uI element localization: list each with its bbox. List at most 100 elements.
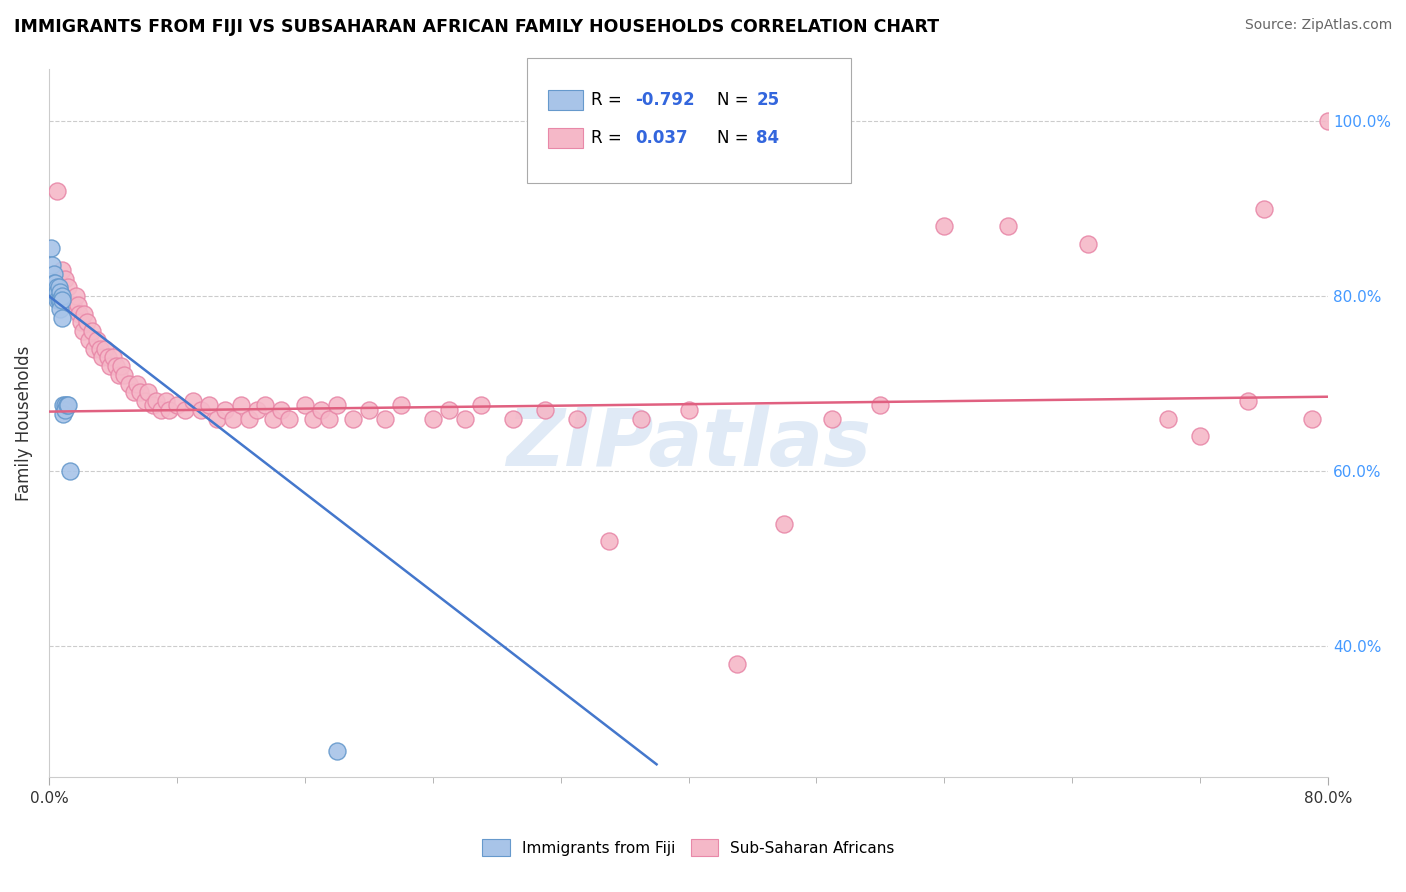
Point <box>678 402 700 417</box>
Point <box>44 276 66 290</box>
Point <box>326 399 349 413</box>
Point <box>1317 114 1340 128</box>
Point <box>66 298 89 312</box>
Point <box>630 411 652 425</box>
Point <box>149 402 172 417</box>
Point <box>565 411 588 425</box>
Text: N =: N = <box>717 91 754 109</box>
Point <box>934 219 956 233</box>
Point <box>997 219 1019 233</box>
Point <box>49 293 72 308</box>
Point <box>246 402 269 417</box>
Point <box>1157 411 1180 425</box>
Text: -0.792: -0.792 <box>636 91 695 109</box>
Point <box>598 534 620 549</box>
Point <box>52 399 75 413</box>
Point <box>101 351 124 365</box>
Point <box>51 289 73 303</box>
Text: R =: R = <box>591 91 627 109</box>
Y-axis label: Family Households: Family Households <box>15 345 32 500</box>
Point <box>125 376 148 391</box>
Point <box>301 411 323 425</box>
Text: R =: R = <box>591 129 627 147</box>
Text: 0.037: 0.037 <box>636 129 688 147</box>
Point <box>94 342 117 356</box>
Text: 84: 84 <box>756 129 779 147</box>
Point <box>342 411 364 425</box>
Point <box>65 289 87 303</box>
Point <box>277 411 299 425</box>
Point <box>238 411 260 425</box>
Point <box>82 324 104 338</box>
Point <box>142 399 165 413</box>
Point <box>309 402 332 417</box>
Point <box>108 368 131 382</box>
Point <box>155 394 177 409</box>
Point <box>62 298 84 312</box>
Point <box>389 399 412 413</box>
Legend: Immigrants from Fiji, Sub-Saharan Africans: Immigrants from Fiji, Sub-Saharan Africa… <box>477 833 901 862</box>
Point <box>51 262 73 277</box>
Point <box>105 359 128 373</box>
Point <box>39 241 62 255</box>
Point <box>110 359 132 373</box>
Text: Source: ZipAtlas.com: Source: ZipAtlas.com <box>1244 18 1392 32</box>
Point <box>67 307 90 321</box>
Text: IMMIGRANTS FROM FIJI VS SUBSAHARAN AFRICAN FAMILY HOUSEHOLDS CORRELATION CHART: IMMIGRANTS FROM FIJI VS SUBSAHARAN AFRIC… <box>14 18 939 36</box>
Point <box>181 394 204 409</box>
Point <box>112 368 135 382</box>
Point <box>51 293 73 308</box>
Point <box>205 411 228 425</box>
Text: ZIPatlas: ZIPatlas <box>506 405 872 483</box>
Point <box>49 285 72 299</box>
Point <box>725 657 748 671</box>
Point <box>129 385 152 400</box>
Point <box>270 402 292 417</box>
Point <box>53 402 76 417</box>
Point <box>77 333 100 347</box>
Point <box>214 402 236 417</box>
Point <box>502 411 524 425</box>
Point <box>73 307 96 321</box>
Point <box>46 184 69 198</box>
Point <box>55 399 77 413</box>
Point <box>374 411 396 425</box>
Point <box>89 342 111 356</box>
Point <box>48 293 70 308</box>
Point <box>83 342 105 356</box>
Point <box>46 285 69 299</box>
Point <box>41 259 63 273</box>
Point <box>318 411 340 425</box>
Point <box>773 516 796 531</box>
Point <box>326 744 349 758</box>
Point <box>48 280 70 294</box>
Point <box>90 351 112 365</box>
Point <box>56 280 79 294</box>
Point <box>1237 394 1260 409</box>
Point <box>173 402 195 417</box>
Point <box>70 315 93 329</box>
Point <box>46 280 69 294</box>
Point <box>136 385 159 400</box>
Point <box>42 276 65 290</box>
Point <box>145 394 167 409</box>
Point <box>470 399 492 413</box>
Point <box>198 399 221 413</box>
Point <box>118 376 141 391</box>
Point <box>229 399 252 413</box>
Text: 25: 25 <box>756 91 779 109</box>
Point <box>1301 411 1323 425</box>
Point <box>190 402 212 417</box>
Point <box>53 399 76 413</box>
Point <box>49 302 72 317</box>
Point <box>44 285 66 299</box>
Point <box>294 399 316 413</box>
Point <box>59 464 82 478</box>
Point <box>422 411 444 425</box>
Point <box>56 399 79 413</box>
Point <box>1077 236 1099 251</box>
Point <box>76 315 98 329</box>
Point <box>222 411 245 425</box>
Point <box>86 333 108 347</box>
Point <box>42 267 65 281</box>
